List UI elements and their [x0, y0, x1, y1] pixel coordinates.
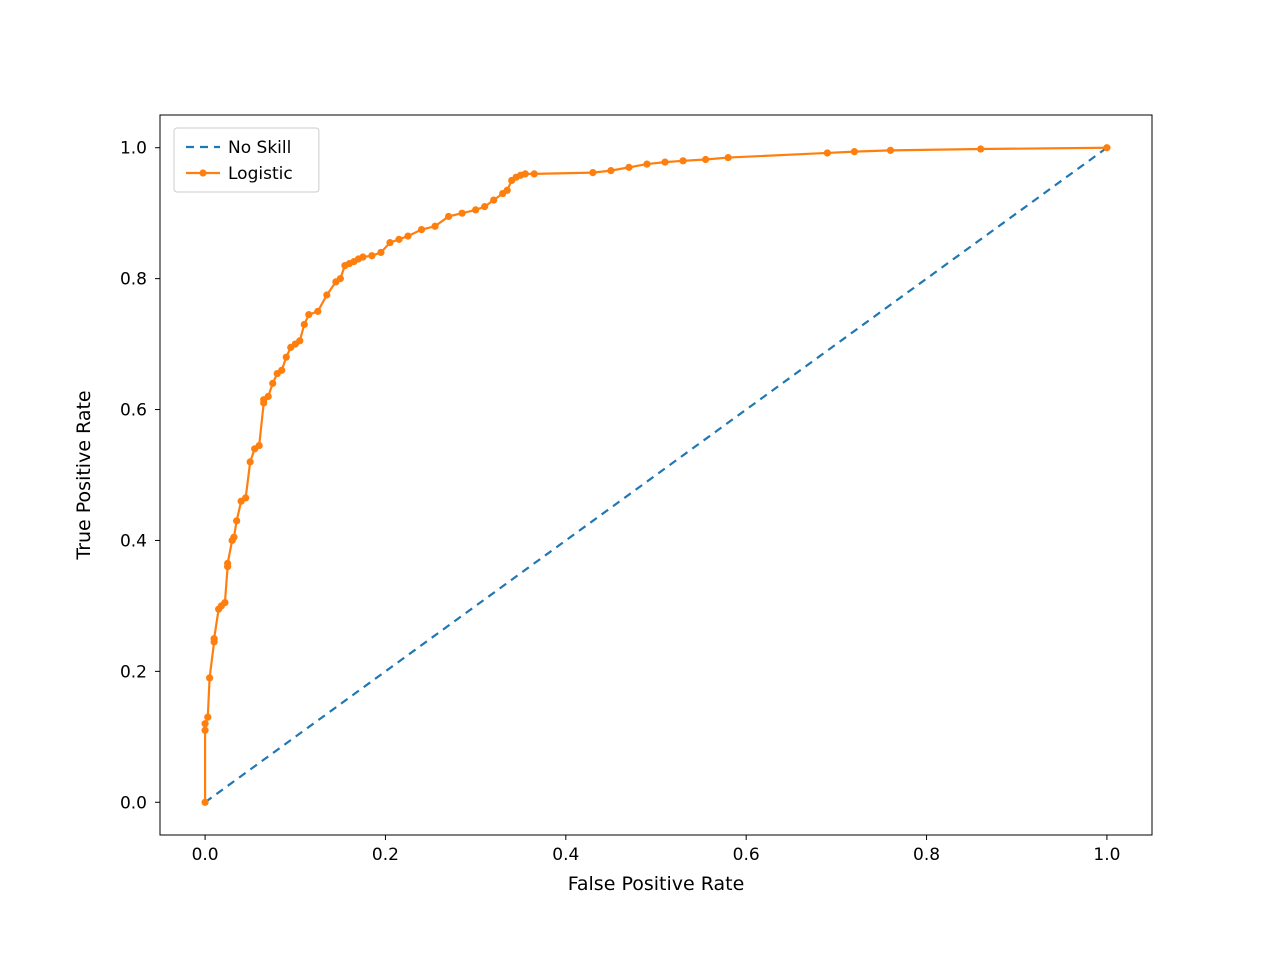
marker [278, 367, 285, 374]
marker [589, 169, 596, 176]
x-tick-label: 0.2 [372, 845, 399, 865]
marker [204, 714, 211, 721]
x-tick-label: 0.6 [733, 845, 760, 865]
y-tick-label: 0.0 [120, 793, 147, 813]
legend-label: No Skill [228, 138, 291, 158]
marker [233, 517, 240, 524]
marker [265, 393, 272, 400]
marker [368, 252, 375, 259]
marker [247, 458, 254, 465]
y-tick-label: 0.2 [120, 662, 147, 682]
marker [386, 239, 393, 246]
marker [431, 223, 438, 230]
x-tick-label: 1.0 [1093, 845, 1120, 865]
marker [607, 167, 614, 174]
marker [395, 236, 402, 243]
marker [643, 160, 650, 167]
marker [323, 291, 330, 298]
marker [224, 560, 231, 567]
x-axis-label: False Positive Rate [568, 873, 745, 895]
marker [314, 308, 321, 315]
marker [201, 727, 208, 734]
marker [625, 164, 632, 171]
marker [296, 337, 303, 344]
marker [472, 206, 479, 213]
y-tick-label: 1.0 [120, 139, 147, 159]
marker [404, 232, 411, 239]
marker [851, 148, 858, 155]
marker [256, 442, 263, 449]
marker [230, 534, 237, 541]
marker [725, 154, 732, 161]
roc-chart: 0.0 0.2 0.4 0.6 0.8 1.0 0.0 0.2 0.4 0.6 0.8 1.0 Fals… [0, 0, 1280, 960]
marker [201, 720, 208, 727]
x-tick-label: 0.8 [913, 845, 940, 865]
marker [887, 147, 894, 154]
y-axis-label: True Positive Rate [73, 390, 95, 560]
marker [481, 203, 488, 210]
marker [504, 187, 511, 194]
marker [522, 170, 529, 177]
marker [359, 253, 366, 260]
marker [977, 145, 984, 152]
marker [283, 354, 290, 361]
marker [459, 210, 466, 217]
legend-marker [199, 169, 206, 176]
marker [242, 494, 249, 501]
marker [337, 275, 344, 282]
marker [490, 196, 497, 203]
marker [211, 635, 218, 642]
marker [1103, 144, 1110, 151]
marker [445, 213, 452, 220]
marker [201, 799, 208, 806]
marker [206, 674, 213, 681]
marker [418, 226, 425, 233]
x-tick-label: 0.4 [552, 845, 579, 865]
marker [679, 157, 686, 164]
y-tick-label: 0.4 [120, 531, 147, 551]
marker [221, 599, 228, 606]
marker [824, 149, 831, 156]
y-tick-label: 0.8 [120, 270, 147, 290]
marker [305, 311, 312, 318]
marker [702, 156, 709, 163]
y-tick-label: 0.6 [120, 401, 147, 421]
marker [301, 321, 308, 328]
x-tick-label: 0.0 [192, 845, 219, 865]
marker [377, 249, 384, 256]
marker [269, 380, 276, 387]
legend-label: Logistic [228, 164, 293, 184]
marker [661, 159, 668, 166]
marker [531, 170, 538, 177]
